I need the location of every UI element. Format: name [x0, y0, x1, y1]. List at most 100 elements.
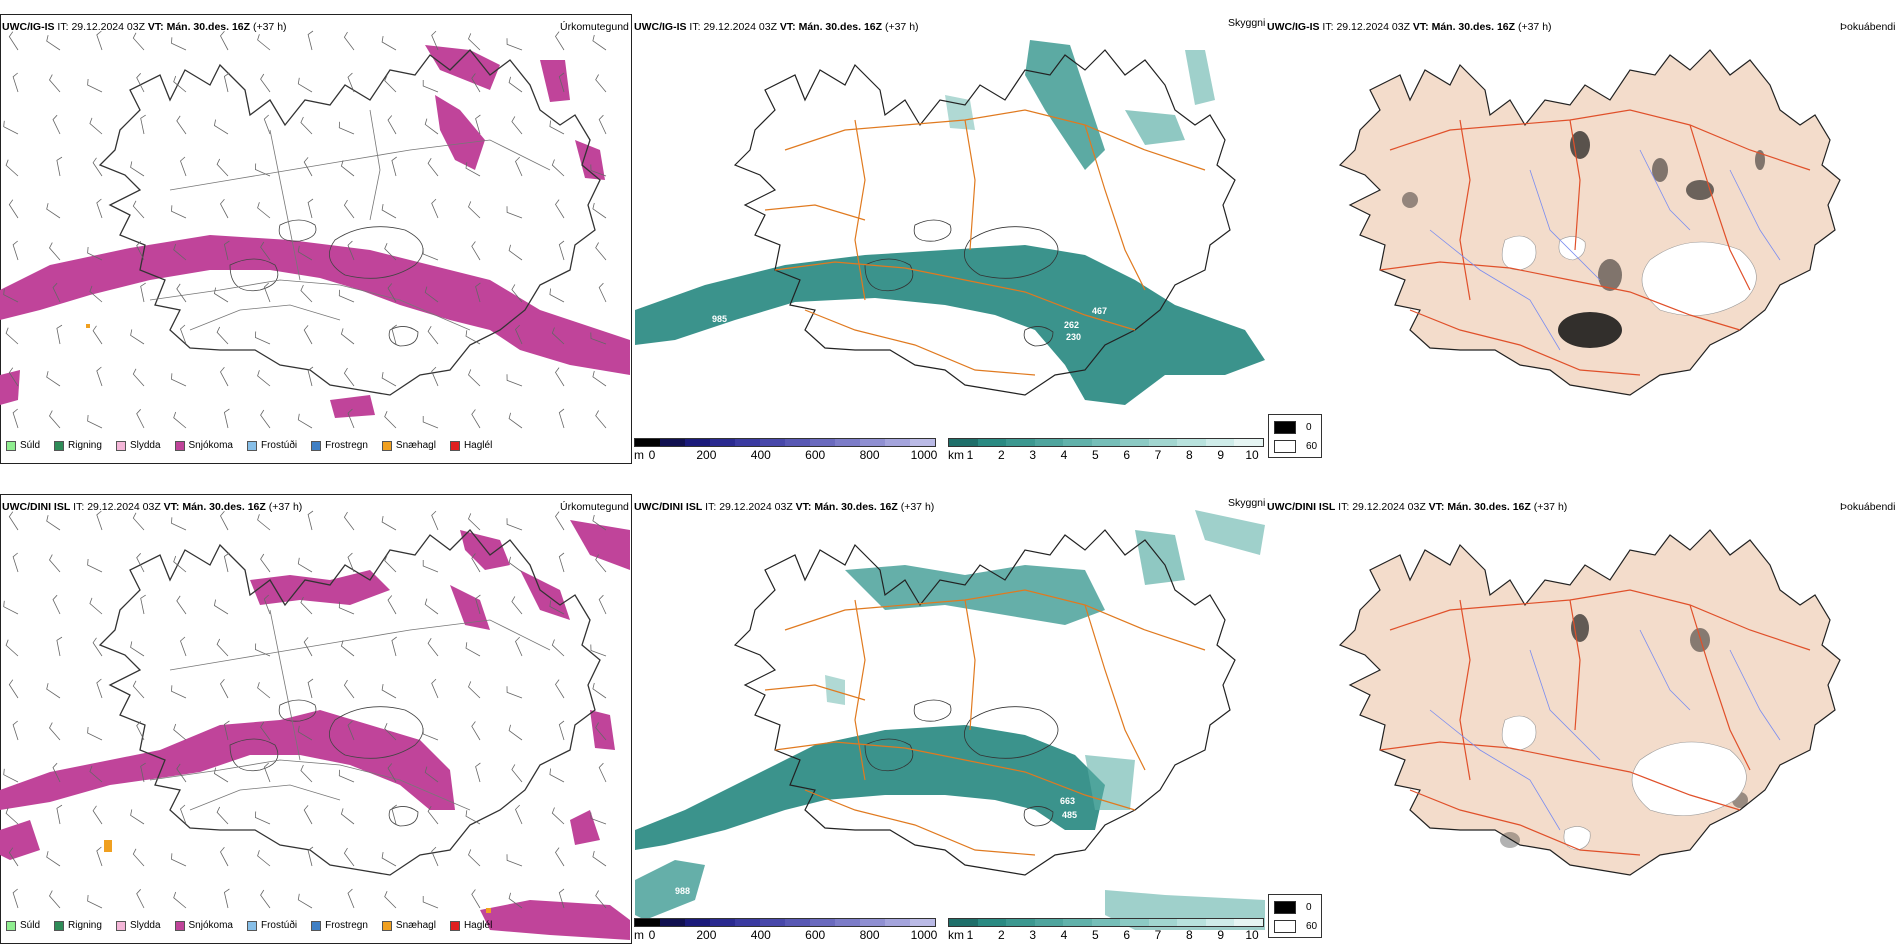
vis-colorbar-cells — [948, 918, 1264, 927]
colorbar-cell — [835, 919, 860, 926]
colorbar-cell — [660, 919, 685, 926]
colorbar-cell — [1148, 439, 1178, 446]
precip-legend-swatch — [449, 920, 460, 931]
fog-legend-low: 0 — [1306, 902, 1312, 913]
panel-title-2a: UWC/DINI ISL IT: 29.12.2024 03Z VT: Mán.… — [2, 501, 303, 513]
precip-legend-1: Súld Rigning Slydda Snjókoma Frostúði Frostre… — [6, 440, 492, 451]
precip-legend-label: Frostregn — [325, 920, 368, 931]
precip-legend-swatch — [246, 440, 257, 451]
precip-legend-swatch — [449, 440, 460, 451]
precip-legend-swatch — [115, 440, 126, 451]
panel-title-1a: UWC/IG-IS IT: 29.12.2024 03Z VT: Mán. 30… — [2, 21, 287, 33]
colorbar-cell — [1006, 439, 1035, 446]
colorbar-cell — [1205, 919, 1235, 926]
colorbar-cell — [860, 919, 885, 926]
colorbar-tick: 400 — [750, 448, 771, 462]
panel-name-1a: Úrkomutegund — [560, 21, 629, 33]
colorbar-cell — [785, 919, 810, 926]
precip-legend-swatch — [246, 920, 257, 931]
colorbar-cell — [810, 919, 835, 926]
colorbar-cell — [1006, 919, 1035, 926]
panel-name-1b: Skyggni — [1228, 17, 1266, 29]
colorbar-cell — [660, 439, 685, 446]
precip-legend-item: Frostúði — [246, 440, 297, 451]
precip-legend-item: Haglél — [449, 920, 493, 931]
colorbar-cell — [1034, 439, 1064, 446]
colorbar-cell — [885, 439, 910, 446]
colorbar-tick: 600 — [805, 928, 826, 942]
colorbar-tick: 2 — [997, 928, 1005, 942]
colorbar-cell — [1120, 919, 1149, 926]
colorbar-cell — [710, 439, 735, 446]
colorbar-cell — [635, 919, 660, 926]
colorbar-cell — [860, 439, 885, 446]
precip-legend-label: Snæhagl — [395, 440, 436, 451]
precip-legend-item: Frostregn — [311, 920, 368, 931]
vis-colorbar-unit: km — [948, 928, 964, 942]
precip-legend-swatch — [381, 440, 392, 451]
precip-legend-label: Frostregn — [325, 440, 368, 451]
precip-legend-swatch — [174, 920, 185, 931]
precip-legend-2: Súld Rigning Slydda Snjókoma Frostúði Frostre… — [6, 920, 492, 931]
precip-legend-item: Haglél — [449, 440, 492, 451]
panel-name-2a: Úrkomutegund — [560, 501, 629, 513]
precip-legend-label: Snjókoma — [188, 440, 233, 451]
colorbar-cell — [635, 439, 660, 446]
precip-legend-item: Snæhagl — [381, 440, 436, 451]
height-colorbar-ticks: 0 200 400 600 800 1000 — [634, 448, 938, 462]
colorbar-cell — [1177, 439, 1206, 446]
colorbar-tick: 3 — [1029, 448, 1036, 462]
height-colorbar-unit: m — [634, 448, 644, 462]
colorbar-tick: 4 — [1060, 448, 1068, 462]
height-colorbar-cells — [634, 918, 936, 927]
colorbar-tick: 4 — [1060, 928, 1068, 942]
precip-legend-label: Rigning — [68, 440, 102, 451]
vis-label-2-1: 485 — [1062, 810, 1078, 820]
precip-legend-item: Snæhagl — [381, 920, 436, 931]
colorbar-cell — [910, 439, 935, 446]
colorbar-tick: 10 — [1245, 928, 1259, 942]
vis-colorbar-1: 1 2 3 4 5 6 7 8 9 10 km — [948, 438, 1264, 462]
precip-legend-label: Haglél — [463, 920, 493, 931]
colorbar-tick: 6 — [1123, 448, 1130, 462]
colorbar-tick: 8 — [1185, 448, 1193, 462]
colorbar-cell — [977, 439, 1007, 446]
vis-label-2-2: 995 — [1066, 833, 1082, 843]
precip-legend-label: Snjókoma — [188, 920, 233, 931]
precip-type-panel-2 — [0, 494, 632, 944]
colorbar-cell — [1091, 439, 1121, 446]
height-colorbar-ticks: 0 200 400 600 800 1000 — [634, 928, 938, 942]
precip-legend-item: Slydda — [115, 920, 161, 931]
colorbar-tick: 9 — [1217, 448, 1224, 462]
visibility-map-2 — [635, 510, 1265, 930]
precip-legend-item: Súld — [6, 440, 40, 451]
precip-legend-swatch — [311, 920, 322, 931]
precip-legend-item: Snjókoma — [174, 440, 233, 451]
colorbar-tick: 5 — [1091, 928, 1099, 942]
colorbar-tick: 1000 — [910, 928, 938, 942]
colorbar-tick: 2 — [997, 448, 1005, 462]
fog-legend-low: 0 — [1306, 422, 1312, 433]
colorbar-cell — [685, 439, 710, 446]
vis-colorbar-cells — [948, 438, 1264, 447]
precip-legend-item: Snjókoma — [174, 920, 233, 931]
fog-legend-2: 0 60 — [1268, 894, 1322, 938]
precip-legend-item: Frostúði — [246, 920, 298, 931]
panel-name-2b: Skyggni — [1228, 497, 1266, 509]
precip-legend-label: Súld — [20, 920, 41, 931]
precip-legend-item: Súld — [6, 920, 40, 931]
vis-label-2-0: 663 — [1060, 796, 1076, 806]
colorbar-cell — [1234, 439, 1264, 446]
precip-legend-swatch — [6, 440, 16, 451]
precip-legend-label: Slydda — [129, 920, 161, 931]
precip-legend-label: Frostúði — [260, 920, 298, 931]
fog-legend-1: 0 60 — [1268, 414, 1322, 458]
colorbar-cell — [949, 439, 978, 446]
colorbar-cell — [835, 439, 860, 446]
colorbar-tick: 1 — [966, 928, 974, 942]
panel-title-1c: UWC/IG-IS IT: 29.12.2024 03Z VT: Mán. 30… — [1267, 21, 1552, 33]
colorbar-cell — [710, 919, 735, 926]
colorbar-tick: 800 — [859, 448, 880, 462]
precip-legend-label: Snæhagl — [395, 920, 436, 931]
precip-legend-item: Slydda — [115, 440, 161, 451]
